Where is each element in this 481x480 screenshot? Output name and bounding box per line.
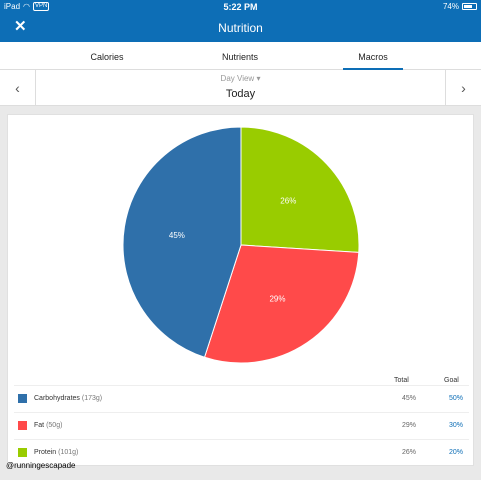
row-label: Fat (50g) bbox=[34, 422, 62, 429]
row-total: 45% bbox=[401, 395, 416, 402]
table-row: Carbohydrates (173g) 45% 50% bbox=[14, 385, 469, 412]
pie-label-protein: 26% bbox=[280, 197, 296, 206]
pie-label-carbohydrates: 45% bbox=[169, 231, 185, 240]
pie-slice-protein bbox=[240, 126, 360, 253]
battery-fill bbox=[464, 5, 473, 8]
row-label: Carbohydrates (173g) bbox=[34, 395, 102, 402]
row-name: Carbohydrates bbox=[34, 395, 80, 402]
fat-swatch bbox=[18, 421, 27, 430]
day-view-dropdown[interactable]: Day View ▾ bbox=[0, 74, 481, 83]
row-grams: (173g) bbox=[81, 395, 103, 402]
total-header: Total bbox=[394, 377, 409, 384]
table-row: Fat (50g) 29% 30% bbox=[14, 412, 469, 439]
macros-card: 26% 29% 45% Total Goal Carbohydrates (173g… bbox=[7, 114, 474, 466]
pie-slice-carbohydrates bbox=[122, 126, 242, 358]
row-goal: 30% bbox=[448, 422, 463, 429]
row-label: Protein (101g) bbox=[34, 449, 78, 456]
close-icon[interactable]: ✕ bbox=[14, 18, 27, 35]
device-label: iPad bbox=[4, 2, 21, 11]
battery-icon bbox=[462, 3, 477, 10]
day-title: Today bbox=[225, 88, 256, 100]
goal-header: Goal bbox=[444, 377, 459, 384]
day-selector: ‹ Day View ▾ Today › bbox=[0, 70, 481, 106]
previous-day-chevron-icon[interactable]: ‹ bbox=[0, 70, 36, 106]
tab-nutrients[interactable]: Nutrients bbox=[221, 52, 258, 62]
row-total: 29% bbox=[401, 422, 416, 429]
table-row: Protein (101g) 26% 20% bbox=[14, 439, 469, 466]
row-grams: (101g) bbox=[58, 449, 79, 456]
row-name: Fat bbox=[34, 422, 45, 429]
status-left: iPad ◠ VPN bbox=[4, 2, 50, 11]
status-bar: iPad ◠ VPN 5:22 PM 74% bbox=[0, 0, 481, 14]
row-name: Protein bbox=[34, 449, 57, 456]
wifi-icon: ◠ bbox=[23, 2, 30, 11]
page-title: Nutrition bbox=[218, 21, 263, 35]
vpn-badge: VPN bbox=[33, 2, 50, 11]
row-grams: (50g) bbox=[46, 422, 63, 429]
next-day-chevron-icon[interactable]: › bbox=[445, 70, 481, 106]
tab-calories[interactable]: Calories bbox=[90, 52, 124, 62]
status-time: 5:22 PM bbox=[223, 2, 258, 12]
watermark: @runningescapade bbox=[6, 461, 76, 470]
row-goal: 50% bbox=[448, 395, 463, 402]
tab-bar: Calories Nutrients Macros bbox=[0, 42, 481, 70]
status-right: 74% bbox=[443, 2, 477, 11]
row-total: 26% bbox=[401, 449, 416, 456]
row-goal: 20% bbox=[448, 449, 463, 456]
tab-macros[interactable]: Macros bbox=[333, 52, 413, 70]
carbohydrates-swatch bbox=[18, 394, 27, 403]
chevron-down-icon: ▾ bbox=[256, 74, 261, 83]
protein-swatch bbox=[18, 448, 27, 457]
pie-label-fat: 29% bbox=[269, 295, 285, 304]
pie-slice-fat bbox=[203, 244, 360, 364]
nav-bar: ✕ Nutrition bbox=[0, 14, 481, 42]
battery-percent: 74% bbox=[442, 2, 459, 11]
macros-pie-chart: 26% 29% 45% bbox=[122, 126, 360, 364]
day-view-label: Day View bbox=[220, 74, 255, 83]
